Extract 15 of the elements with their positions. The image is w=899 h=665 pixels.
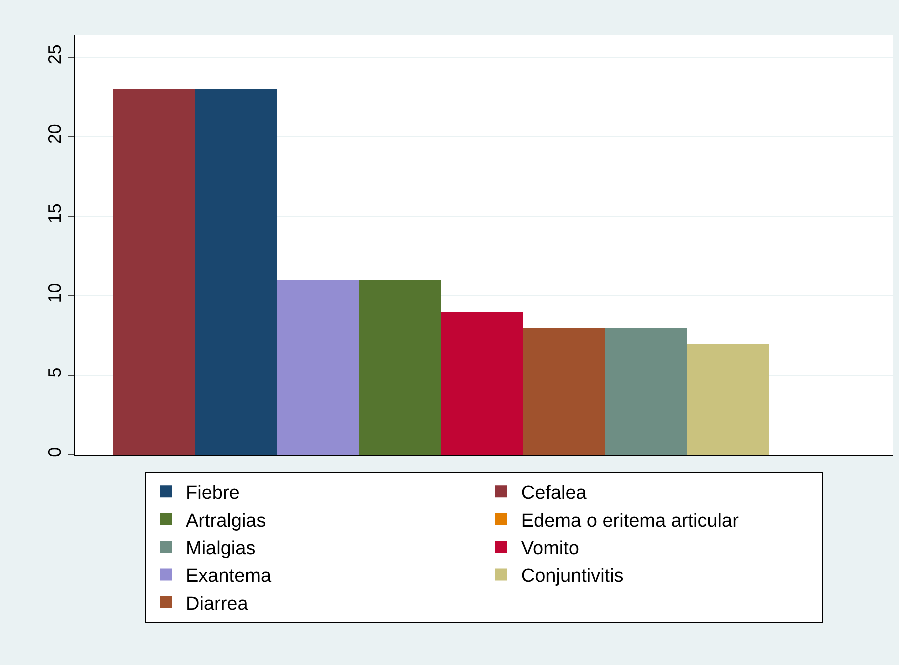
legend-label: Cefalea bbox=[521, 483, 588, 504]
y-tick-label: 5 bbox=[44, 368, 65, 378]
legend-label: Conjuntivitis bbox=[521, 566, 624, 588]
legend-label: Fiebre bbox=[186, 483, 240, 504]
y-tick-label: 20 bbox=[44, 124, 65, 144]
legend-label: Artralgias bbox=[186, 510, 266, 532]
y-tick-label: 0 bbox=[44, 447, 65, 458]
legend-label: Vomito bbox=[521, 538, 580, 560]
legend-label: Exantema bbox=[186, 566, 272, 588]
legend-label: Mialgias bbox=[186, 538, 256, 560]
y-tick-label: 25 bbox=[44, 44, 65, 65]
y-tick-label: 15 bbox=[44, 204, 65, 224]
legend-label: Edema o eritema articular bbox=[521, 510, 740, 532]
legend-label: Diarrea bbox=[186, 594, 249, 615]
y-tick-label: 10 bbox=[44, 283, 65, 304]
